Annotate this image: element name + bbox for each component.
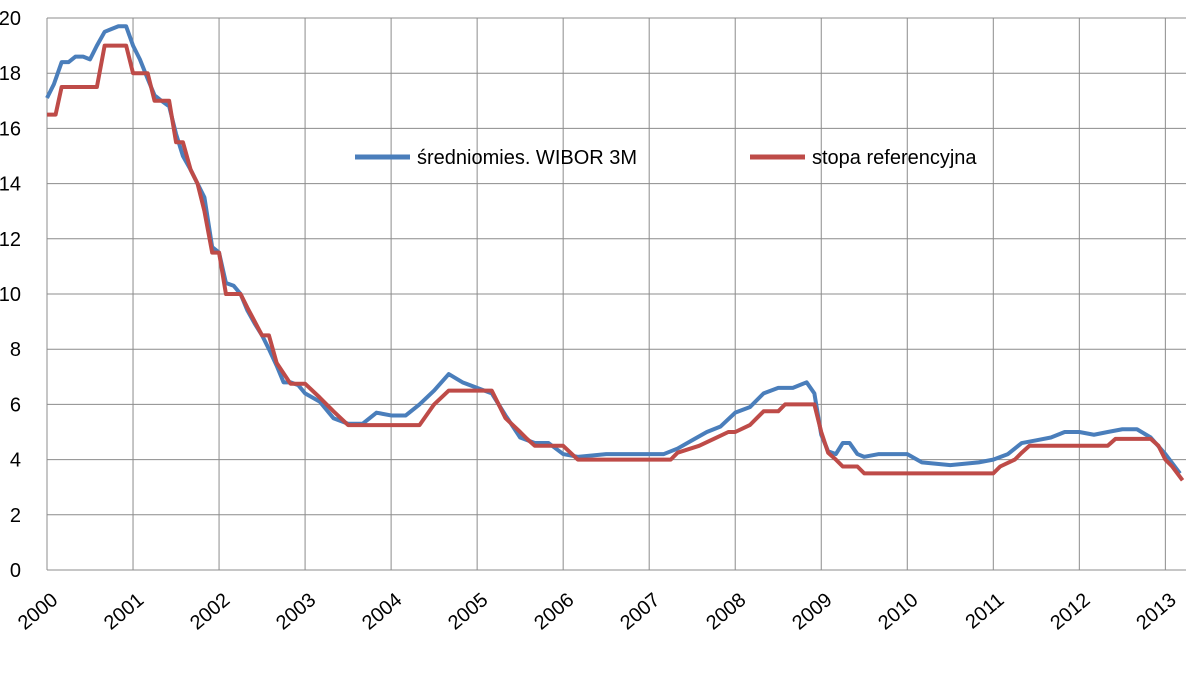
x-tick-label: 2005 [444,589,492,634]
line-series [45,24,1182,475]
x-tick-label: 2007 [616,589,664,634]
x-tick-label: 2009 [788,589,836,634]
y-tick-label: 6 [10,394,21,416]
y-tick-label: 10 [0,284,21,306]
x-tick-label: 2004 [358,589,406,634]
x-tick-label: 2001 [100,589,148,634]
y-tick-label: 2 [10,505,21,527]
x-tick-label: 2013 [1132,589,1180,634]
y-tick-label: 16 [0,118,21,140]
x-tick-label: 2006 [530,589,578,634]
x-tick-label: 2003 [272,589,320,634]
x-tick-label: 2012 [1046,589,1094,634]
line-series [47,43,1185,482]
y-tick-label: 4 [10,450,21,472]
x-tick-label: 2008 [702,589,750,634]
legend-label: stopa referencyjna [812,147,977,169]
legend-label: średniomies. WIBOR 3M [417,147,637,169]
y-tick-label: 0 [10,560,21,582]
y-tick-label: 14 [0,174,21,196]
y-tick-label: 12 [0,229,21,251]
x-tick-label: 2010 [874,589,922,634]
x-tick-label: 2000 [14,589,62,634]
x-tick-label: 2002 [186,589,234,634]
y-tick-label: 18 [0,63,21,85]
y-tick-label: 20 [0,8,21,30]
y-tick-label: 8 [10,339,21,361]
x-tick-label: 2011 [961,589,1008,634]
